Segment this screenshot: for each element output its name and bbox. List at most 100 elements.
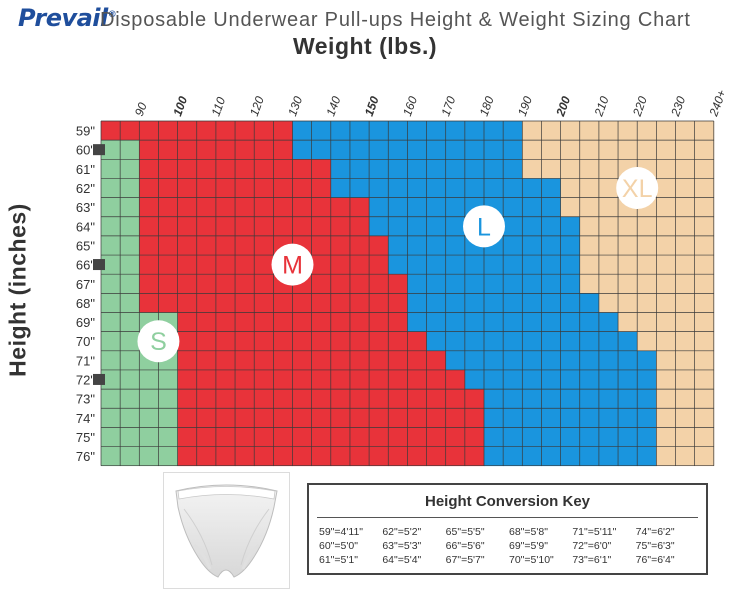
size-cell-l bbox=[445, 197, 466, 218]
size-cell-m bbox=[292, 197, 313, 218]
size-cell-m bbox=[349, 389, 370, 409]
size-cell-m bbox=[369, 274, 389, 294]
size-cell-xl bbox=[637, 274, 657, 294]
size-cell-m bbox=[445, 427, 466, 447]
size-cell-m bbox=[273, 197, 293, 218]
size-cell-m bbox=[101, 121, 121, 141]
size-cell-xl bbox=[618, 121, 638, 141]
size-cell-m bbox=[349, 408, 370, 428]
size-cell-l bbox=[445, 216, 466, 237]
size-cell-m bbox=[177, 121, 198, 141]
size-cell-l bbox=[560, 446, 581, 467]
size-cell-m bbox=[426, 369, 447, 390]
size-cell-m bbox=[254, 159, 274, 179]
size-cell-xl bbox=[618, 293, 638, 313]
size-cell-s bbox=[120, 235, 140, 256]
size-cell-m bbox=[215, 274, 236, 294]
size-cell-m bbox=[235, 178, 255, 198]
size-cell-xl bbox=[656, 446, 676, 467]
size-cell-xl bbox=[675, 293, 696, 313]
size-cell-m bbox=[445, 408, 466, 428]
size-cell-s bbox=[120, 389, 140, 409]
size-cell-xl bbox=[675, 369, 696, 390]
size-cell-xl bbox=[675, 255, 696, 275]
size-cell-m bbox=[349, 331, 370, 352]
y-tick-label: 70" bbox=[76, 334, 95, 349]
chart-title: Disposable Underwear Pull-ups Height & W… bbox=[100, 9, 691, 31]
size-cell-l bbox=[464, 369, 485, 390]
y-tick-label: 72" bbox=[76, 373, 95, 388]
size-cell-l bbox=[484, 140, 504, 160]
size-cell-l bbox=[579, 350, 600, 371]
size-cell-xl bbox=[675, 216, 696, 237]
y-tick-label: 64" bbox=[76, 219, 95, 234]
size-cell-m bbox=[254, 274, 274, 294]
size-cell-m bbox=[254, 312, 274, 333]
size-cell-l bbox=[330, 140, 351, 160]
size-cell-m bbox=[158, 121, 178, 141]
size-cell-l bbox=[522, 274, 542, 294]
size-cell-xl bbox=[579, 216, 600, 237]
size-cell-m bbox=[330, 331, 351, 352]
height-markers bbox=[93, 144, 105, 385]
size-cell-m bbox=[215, 408, 236, 428]
size-cell-s bbox=[120, 216, 140, 237]
x-tick-label: 120 bbox=[247, 94, 267, 118]
size-cell-l bbox=[579, 331, 600, 352]
x-tick-label: 160 bbox=[400, 94, 420, 118]
size-cell-l bbox=[349, 140, 370, 160]
size-cell-m bbox=[292, 178, 313, 198]
size-cell-xl bbox=[694, 427, 715, 447]
size-cell-m bbox=[177, 408, 198, 428]
size-cell-m bbox=[445, 389, 466, 409]
size-cell-m bbox=[215, 293, 236, 313]
size-cell-xl bbox=[560, 197, 581, 218]
size-cell-m bbox=[388, 408, 408, 428]
size-cell-l bbox=[598, 389, 619, 409]
size-cell-m bbox=[292, 427, 313, 447]
size-cell-l bbox=[579, 446, 600, 467]
size-cell-xl bbox=[694, 389, 715, 409]
size-cell-l bbox=[618, 369, 638, 390]
size-cell-l bbox=[445, 331, 466, 352]
size-cell-m bbox=[177, 293, 198, 313]
size-cell-xl bbox=[618, 255, 638, 275]
size-cell-l bbox=[388, 216, 408, 237]
size-cell-s bbox=[120, 350, 140, 371]
key-item: 73"=6'1" bbox=[572, 554, 612, 566]
size-cell-m bbox=[369, 312, 389, 333]
size-cell-m bbox=[196, 369, 217, 390]
size-cell-l bbox=[503, 140, 523, 160]
size-cell-s bbox=[120, 197, 140, 218]
size-cell-s bbox=[101, 312, 121, 333]
size-cell-l bbox=[560, 389, 581, 409]
size-cell-s bbox=[101, 293, 121, 313]
size-cell-m bbox=[311, 159, 332, 179]
size-badge-label: L bbox=[477, 213, 491, 241]
size-cell-m bbox=[349, 293, 370, 313]
size-cell-l bbox=[445, 255, 466, 275]
size-cell-l bbox=[484, 446, 504, 467]
size-cell-m bbox=[369, 408, 389, 428]
size-cell-l bbox=[445, 350, 466, 371]
size-cell-l bbox=[522, 369, 542, 390]
size-cell-m bbox=[464, 446, 485, 467]
size-cell-m bbox=[139, 178, 159, 198]
size-cell-l bbox=[349, 159, 370, 179]
size-cell-l bbox=[579, 408, 600, 428]
size-cell-m bbox=[196, 255, 217, 275]
size-cell-l bbox=[484, 121, 504, 141]
size-cell-xl bbox=[656, 331, 676, 352]
x-tick-label: 240+ bbox=[706, 88, 729, 119]
size-cell-m bbox=[273, 293, 293, 313]
size-cell-xl bbox=[694, 197, 715, 218]
size-cell-l bbox=[369, 159, 389, 179]
size-cell-m bbox=[369, 369, 389, 390]
size-cell-l bbox=[407, 197, 427, 218]
size-cell-l bbox=[369, 178, 389, 198]
size-cell-m bbox=[177, 446, 198, 467]
size-cell-l bbox=[637, 369, 657, 390]
size-cell-m bbox=[388, 350, 408, 371]
size-cell-xl bbox=[598, 274, 619, 294]
size-cell-l bbox=[464, 255, 485, 275]
